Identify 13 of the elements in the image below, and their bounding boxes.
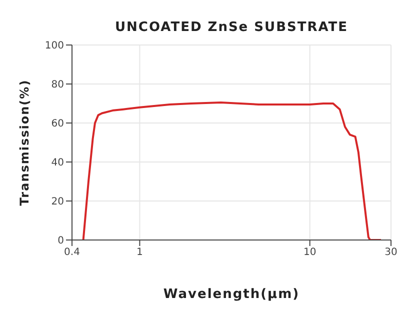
x-axis-title: Wavelength(μm) xyxy=(163,287,300,302)
x-tick-label: 0.4 xyxy=(64,247,80,258)
x-tick-label: 10 xyxy=(303,247,316,258)
y-tick-label: 20 xyxy=(51,196,64,208)
x-tick-label: 30 xyxy=(384,247,398,258)
y-tick-label: 40 xyxy=(51,158,64,169)
y-tick-label: 0 xyxy=(58,236,64,247)
y-axis-title: Transmission(%) xyxy=(17,79,32,206)
x-tick-label: 1 xyxy=(136,247,143,258)
y-tick-label: 80 xyxy=(51,80,64,91)
y-tick-label: 60 xyxy=(51,118,64,130)
chart-title: UNCOATED ZnSe SUBSTRATE xyxy=(114,20,350,35)
y-tick-label: 100 xyxy=(44,40,64,52)
